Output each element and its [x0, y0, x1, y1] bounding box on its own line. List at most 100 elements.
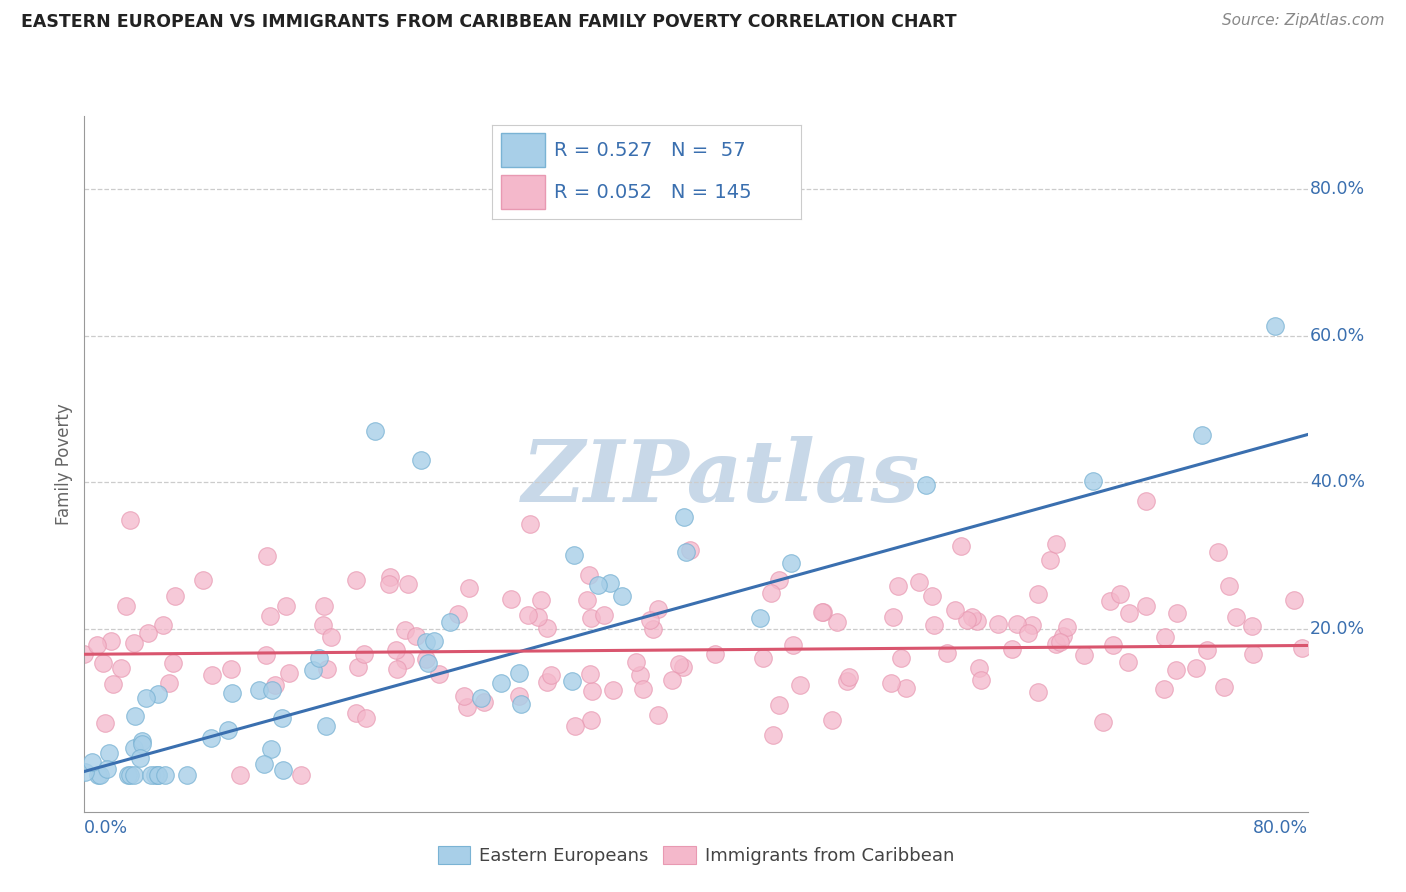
FancyBboxPatch shape: [502, 133, 544, 167]
Point: [118, 512, 141, 526]
Point: [1195, 643, 1218, 657]
Point: [647, 707, 669, 722]
Point: [301, 663, 323, 677]
Point: [672, 660, 695, 674]
Point: [519, 516, 541, 531]
Point: [811, 606, 834, 620]
Point: [838, 670, 860, 684]
Text: R = 0.527   N =  57: R = 0.527 N = 57: [554, 141, 745, 160]
Point: [1021, 618, 1043, 632]
Point: [162, 656, 184, 670]
Point: [456, 699, 478, 714]
Point: [510, 697, 533, 711]
Point: [579, 713, 602, 727]
Point: [385, 642, 408, 657]
Point: [271, 763, 294, 777]
Point: [139, 768, 162, 782]
Point: [405, 629, 427, 643]
Point: [779, 556, 801, 570]
Point: [641, 622, 664, 636]
Point: [221, 686, 243, 700]
Point: [91, 657, 114, 671]
Point: [562, 549, 585, 563]
Point: [593, 607, 616, 622]
Point: [201, 667, 224, 681]
Point: [312, 618, 335, 632]
Point: [308, 651, 330, 665]
Point: [960, 610, 983, 624]
Point: [73, 764, 96, 779]
Point: [146, 687, 169, 701]
Point: [131, 734, 153, 748]
Point: [135, 691, 157, 706]
Point: [356, 711, 378, 725]
Point: [1081, 475, 1104, 489]
Point: [314, 599, 336, 614]
Point: [115, 599, 138, 614]
Point: [385, 662, 408, 676]
Point: [821, 713, 844, 727]
Point: [89, 768, 111, 782]
Point: [638, 613, 661, 627]
Point: [316, 662, 339, 676]
Point: [1153, 681, 1175, 696]
Point: [176, 768, 198, 782]
Point: [394, 653, 416, 667]
Point: [672, 510, 695, 524]
Point: [256, 549, 278, 564]
Point: [1026, 685, 1049, 699]
Point: [1045, 537, 1067, 551]
Point: [86, 638, 108, 652]
Point: [1099, 593, 1122, 607]
Point: [1017, 626, 1039, 640]
Text: 40.0%: 40.0%: [1310, 473, 1365, 491]
Point: [631, 682, 654, 697]
Point: [1049, 635, 1071, 649]
Point: [675, 545, 697, 559]
Point: [122, 636, 145, 650]
Point: [1185, 661, 1208, 675]
Point: [427, 667, 450, 681]
Point: [880, 676, 903, 690]
Point: [409, 453, 432, 467]
Point: [146, 768, 169, 782]
Point: [1153, 630, 1175, 644]
Point: [579, 611, 602, 625]
Point: [527, 609, 550, 624]
Point: [752, 651, 775, 665]
Point: [117, 768, 139, 782]
Point: [136, 625, 159, 640]
Point: [1166, 664, 1188, 678]
Point: [945, 603, 967, 617]
Point: [1073, 648, 1095, 663]
Point: [1101, 638, 1123, 652]
Point: [1109, 587, 1132, 601]
Point: [103, 677, 125, 691]
Point: [837, 673, 859, 688]
Point: [394, 623, 416, 637]
Point: [536, 675, 558, 690]
Point: [1135, 599, 1157, 613]
Point: [259, 742, 281, 756]
Point: [193, 573, 215, 587]
Text: 20.0%: 20.0%: [1310, 620, 1365, 638]
Point: [262, 682, 284, 697]
Point: [647, 601, 669, 615]
Point: [882, 610, 904, 624]
Text: 60.0%: 60.0%: [1310, 326, 1365, 344]
Point: [347, 660, 370, 674]
Point: [378, 577, 401, 591]
Point: [668, 657, 690, 672]
Point: [247, 682, 270, 697]
Text: EASTERN EUROPEAN VS IMMIGRANTS FROM CARIBBEAN FAMILY POVERTY CORRELATION CHART: EASTERN EUROPEAN VS IMMIGRANTS FROM CARI…: [21, 13, 956, 31]
Point: [1045, 637, 1067, 651]
Point: [950, 539, 973, 553]
Text: Source: ZipAtlas.com: Source: ZipAtlas.com: [1222, 13, 1385, 29]
Point: [612, 590, 634, 604]
Point: [1091, 714, 1114, 729]
Point: [378, 570, 401, 584]
Point: [276, 599, 298, 613]
Point: [153, 768, 176, 782]
Point: [987, 616, 1010, 631]
Point: [229, 768, 252, 782]
